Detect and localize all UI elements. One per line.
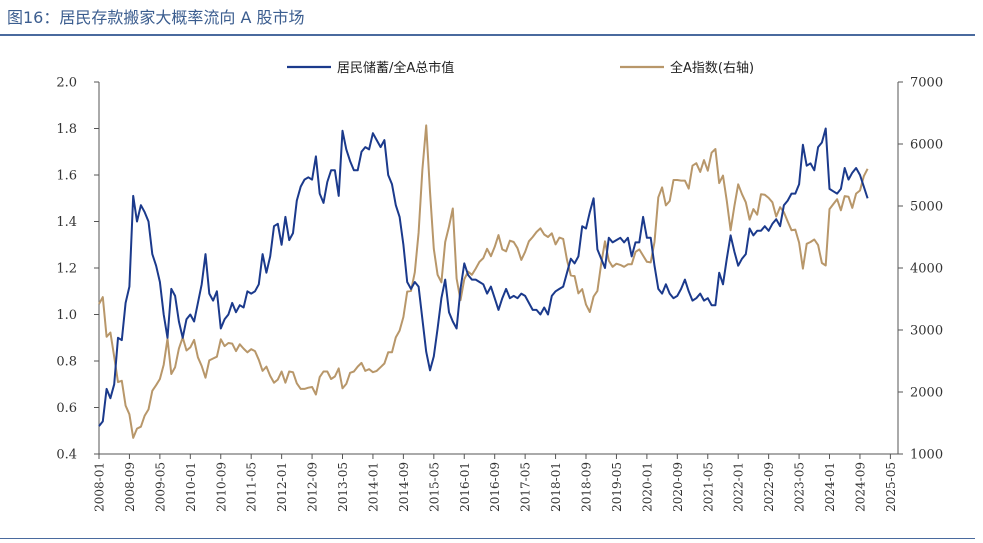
right-tick-label: 2000	[910, 386, 943, 401]
left-tick-label: 1.0	[56, 308, 77, 323]
left-tick-label: 1.2	[56, 262, 77, 277]
right-tick-label: 4000	[910, 262, 943, 277]
x-tick-label: 2008-01	[93, 462, 107, 512]
left-tick-label: 0.8	[56, 355, 77, 370]
left-tick-label: 1.4	[56, 215, 77, 230]
left-tick-label: 0.6	[56, 401, 77, 416]
x-tick-label: 2018-01	[549, 462, 563, 512]
right-tick-label: 7000	[910, 76, 943, 91]
x-tick-label: 2016-09	[488, 462, 502, 512]
x-tick-label: 2020-09	[671, 462, 685, 512]
x-tick-label: 2008-09	[123, 462, 137, 512]
x-tick-label: 2014-01	[366, 462, 380, 512]
x-tick-label: 2019-05	[610, 462, 624, 512]
x-tick-label: 2011-05	[245, 462, 259, 512]
legend: 居民储蓄/全A总市值 全A指数(右轴)	[287, 60, 754, 76]
x-tick-label: 2017-05	[519, 462, 533, 512]
x-tick-label: 2020-01	[640, 462, 654, 512]
x-tick-label: 2014-09	[397, 462, 411, 512]
x-tick-label: 2010-01	[184, 462, 198, 512]
legend-savings-ratio-label: 居民储蓄/全A总市值	[337, 60, 454, 76]
left-tick-label: 2.0	[56, 76, 77, 91]
x-tick-label: 2015-05	[427, 462, 441, 512]
x-tick-label: 2024-01	[823, 462, 837, 512]
left-tick-label: 0.4	[56, 448, 77, 463]
x-tick-label: 2024-09	[853, 462, 867, 512]
left-tick-label: 1.6	[56, 169, 77, 184]
left-tick-label: 1.8	[56, 122, 77, 137]
x-tick-label: 2021-05	[701, 462, 715, 512]
legend-all-a-index-label: 全A指数(右轴)	[670, 60, 754, 76]
x-tick-label: 2016-01	[458, 462, 472, 512]
right-tick-label: 5000	[910, 200, 943, 215]
x-tick-label: 2012-09	[306, 462, 320, 512]
x-tick-label: 2022-01	[732, 462, 746, 512]
series-line-all-a-index	[98, 124, 869, 439]
right-tick-label: 1000	[910, 448, 943, 463]
x-tick-label: 2009-05	[153, 462, 167, 512]
x-tick-label: 2025-05	[884, 462, 898, 512]
x-tick-label: 2012-01	[275, 462, 289, 512]
series-lines	[98, 124, 869, 439]
right-tick-label: 3000	[910, 324, 943, 339]
chart-title: 图16：居民存款搬家大概率流向 A 股市场	[7, 8, 305, 27]
bottom-divider	[0, 538, 975, 539]
x-tick-label: 2010-09	[214, 462, 228, 512]
title-divider	[0, 34, 975, 36]
right-tick-label: 6000	[910, 138, 943, 153]
x-tick-label: 2013-05	[336, 462, 350, 512]
x-tick-label: 2022-09	[762, 462, 776, 512]
x-tick-label: 2018-09	[580, 462, 594, 512]
x-tick-label: 2023-05	[793, 462, 807, 512]
series-line-savings-ratio	[98, 127, 869, 427]
axes: 0.4 0.6 0.8 1.0 1.2 1.4 1.6 1.8 2.0 1000 2000 3000 4…	[56, 76, 943, 512]
